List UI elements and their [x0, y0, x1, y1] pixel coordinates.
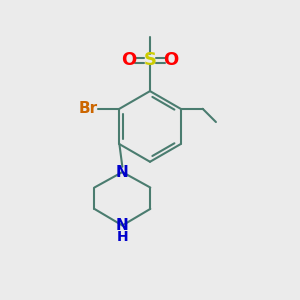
Text: S: S	[143, 51, 157, 69]
Text: N: N	[116, 218, 129, 233]
Text: O: O	[121, 51, 136, 69]
Text: N: N	[116, 165, 129, 180]
Text: H: H	[116, 230, 128, 244]
Text: O: O	[164, 51, 179, 69]
Text: Br: Br	[79, 101, 98, 116]
